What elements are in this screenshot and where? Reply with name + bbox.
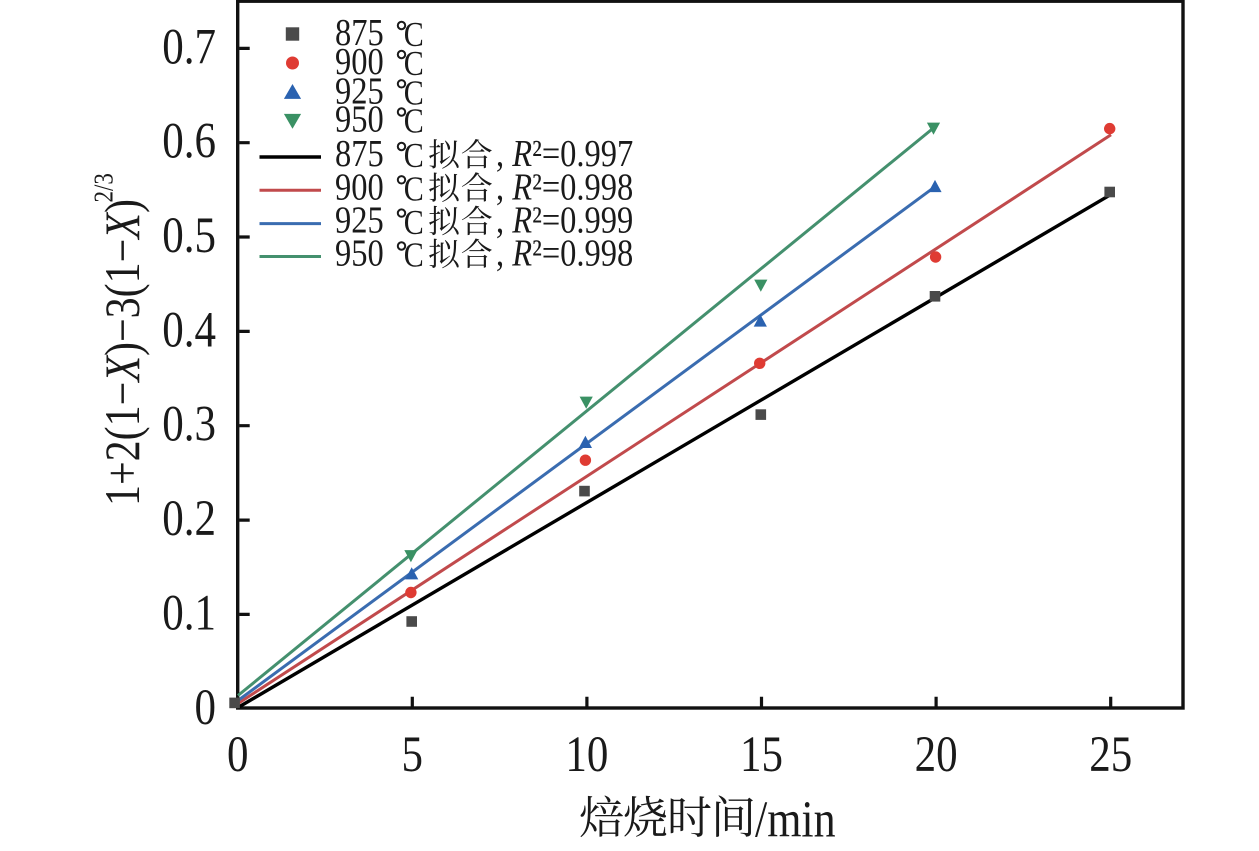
svg-text:0.7: 0.7 [162,19,216,75]
svg-text:875: 875 [335,131,384,174]
svg-text:C: C [404,170,424,209]
svg-text:950: 950 [335,231,384,274]
svg-text:0.3: 0.3 [162,396,216,452]
svg-text:C: C [404,45,424,84]
svg-text:10: 10 [565,727,608,783]
svg-text:925: 925 [335,198,384,241]
svg-text:C: C [404,236,424,275]
svg-text:0: 0 [194,680,216,736]
svg-text:, R²=0.997: , R²=0.997 [496,131,633,174]
svg-text:875: 875 [335,10,384,53]
svg-text:0.2: 0.2 [162,491,216,547]
svg-text:, R²=0.999: , R²=0.999 [496,198,633,241]
svg-text:C: C [404,137,424,176]
svg-text:C: C [404,204,424,243]
svg-text:900: 900 [335,39,384,82]
svg-text:950: 950 [335,97,384,140]
svg-text:5: 5 [402,727,424,783]
svg-text:C: C [404,102,424,141]
svg-text:925: 925 [335,69,384,112]
svg-text:C: C [404,74,424,113]
svg-text:C: C [404,16,424,55]
svg-text:0.6: 0.6 [162,113,216,169]
svg-text:0.5: 0.5 [162,208,216,264]
svg-text:, R²=0.998: , R²=0.998 [496,231,633,274]
svg-text:, R²=0.998: , R²=0.998 [496,165,633,208]
svg-text:15: 15 [740,727,783,783]
svg-text:0: 0 [227,727,249,783]
svg-text:/min: /min [755,791,836,848]
svg-text:0.4: 0.4 [162,302,216,358]
svg-text:0.1: 0.1 [162,585,216,641]
svg-text:25: 25 [1089,727,1132,783]
svg-text:20: 20 [915,727,958,783]
svg-text:1+2(1−X)−3(1−X)2/3: 1+2(1−X)−3(1−X)2/3 [90,173,150,506]
svg-text:900: 900 [335,165,384,208]
